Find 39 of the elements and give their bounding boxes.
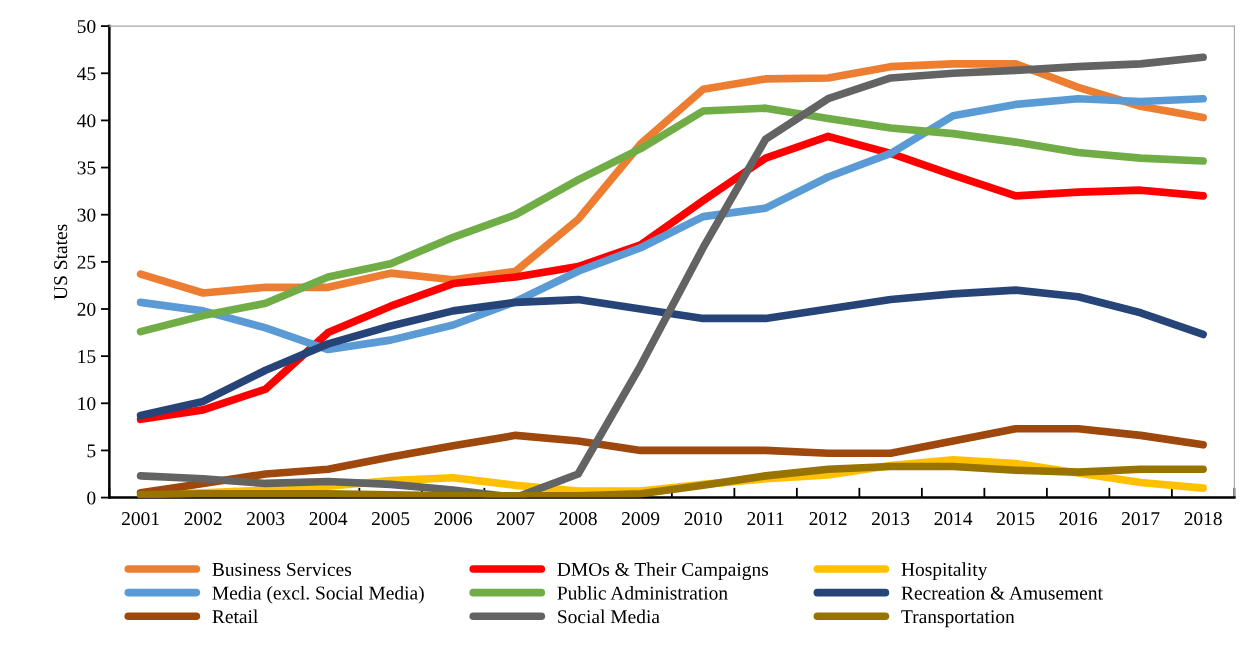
x-tick-label: 2003 bbox=[247, 512, 285, 526]
x-tick-label: 2014 bbox=[934, 512, 973, 526]
x-tick-label: 2012 bbox=[809, 512, 847, 526]
legend-label: Business Services bbox=[212, 562, 352, 577]
y-tick-label: 5 bbox=[87, 444, 96, 458]
y-tick-label: 30 bbox=[77, 208, 96, 222]
legend-label: Recreation & Amusement bbox=[901, 586, 1103, 600]
y-tick-label: 45 bbox=[77, 67, 96, 81]
x-tick-label: 2008 bbox=[559, 512, 597, 526]
x-tick-label: 2016 bbox=[1059, 512, 1097, 526]
y-tick-label: 20 bbox=[77, 302, 96, 316]
legend-label: Transportation bbox=[901, 610, 1015, 628]
legend-label: Public Administration bbox=[557, 585, 728, 600]
x-tick-label: 2010 bbox=[684, 512, 722, 526]
x-tick-label: 2006 bbox=[434, 512, 472, 526]
x-tick-label: 2013 bbox=[872, 512, 910, 526]
x-tick-label: 2018 bbox=[1184, 512, 1222, 526]
y-tick-label: 0 bbox=[87, 491, 96, 505]
x-tick-label: 2005 bbox=[372, 512, 410, 526]
y-tick-label: 15 bbox=[78, 350, 96, 364]
legend-label: Retail bbox=[212, 609, 258, 624]
x-tick-label: 2002 bbox=[184, 512, 222, 526]
y-tick-label: 35 bbox=[77, 161, 96, 175]
x-tick-label: 2009 bbox=[622, 512, 660, 526]
y-tick-label: 40 bbox=[77, 114, 96, 128]
legend-label: Media (excl. Social Media) bbox=[212, 585, 424, 604]
x-tick-label: 2015 bbox=[997, 512, 1035, 526]
x-tick-label: 2007 bbox=[497, 512, 535, 526]
x-tick-label: 2004 bbox=[309, 512, 348, 526]
legend-label: Hospitality bbox=[901, 562, 988, 581]
x-tick-label: 2001 bbox=[122, 512, 159, 526]
y-tick-label: 10 bbox=[78, 397, 96, 411]
y-tick-label: 25 bbox=[77, 255, 96, 269]
x-tick-label: 2011 bbox=[747, 512, 784, 526]
y-tick-label: 50 bbox=[77, 19, 96, 34]
x-tick-label: 2017 bbox=[1122, 512, 1160, 526]
y-axis-title: US States bbox=[54, 224, 68, 300]
legend-label: DMOs & Their Campaigns bbox=[557, 562, 769, 581]
legend-label: Social Media bbox=[558, 609, 660, 624]
